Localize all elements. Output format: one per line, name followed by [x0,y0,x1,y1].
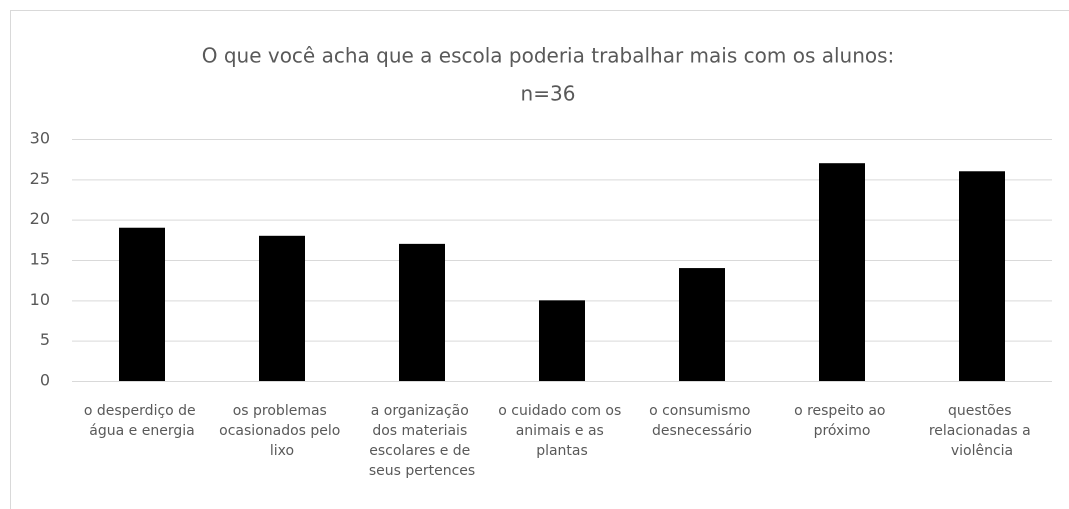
label-line: a organização [371,403,474,419]
y-tick-label: 0 [40,371,50,390]
y-tick-label: 15 [30,250,50,269]
label-line: dos materiais [372,423,471,439]
bar [679,268,725,381]
label-line: animais e as [516,423,609,439]
x-tick-label: o cuidado com os animais e as plantas [498,403,626,459]
label-line: violência [951,443,1013,459]
label-line: seus pertences [369,463,475,479]
chart-frame [10,10,1069,509]
label-line: questões [948,403,1016,419]
label-line: lixo [270,443,294,459]
bar [119,227,165,381]
label-line: plantas [536,443,588,459]
x-tick-label: os problemas ocasionados pelo lixo [219,403,345,459]
label-line: escolares e de [369,443,474,459]
label-line: o respeito ao [794,403,890,419]
y-tick-label: 20 [30,209,50,228]
bar [399,243,445,381]
y-tick-label: 5 [40,330,50,349]
label-line: o consumismo [649,403,755,419]
x-tick-label: questões relacionadas a violência [929,403,1035,459]
x-tick-label: o respeito ao próximo [794,403,890,439]
bar [819,163,865,381]
bar [959,171,1005,381]
label-line: o cuidado com os [498,403,626,419]
bar [539,300,585,381]
y-tick-label: 10 [30,290,50,309]
label-line: próximo [814,423,871,439]
label-line: os problemas [233,403,332,419]
chart-title: O que você acha que a escola poderia tra… [202,44,895,68]
y-tick-label: 30 [30,129,50,148]
bar [259,235,305,381]
x-tick-label: o consumismo desnecessário [649,403,755,439]
chart-subtitle: n=36 [521,82,576,106]
x-tick-label: a organização dos materiais escolares e … [369,403,475,479]
y-tick-label: 25 [30,169,50,188]
label-line: relacionadas a [929,423,1035,439]
label-line: o desperdiço de [84,403,200,419]
label-line: desnecessário [652,423,752,439]
label-line: ocasionados pelo [219,423,345,439]
x-tick-label: o desperdiço de água e energia [84,403,200,439]
label-line: água e energia [89,423,194,439]
